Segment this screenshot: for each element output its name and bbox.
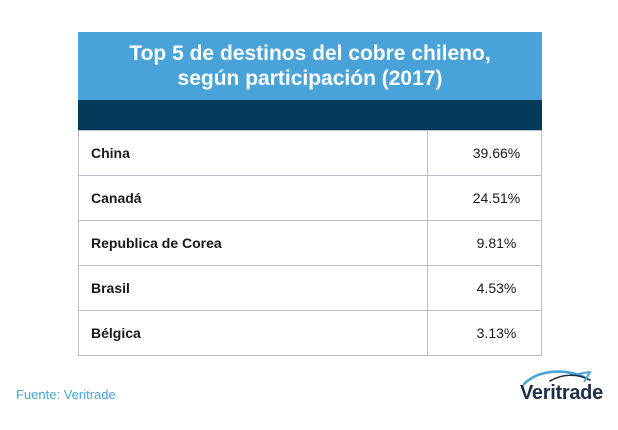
table-row: Republica de Corea 9.81% xyxy=(78,220,542,266)
title-line-2: según participación (2017) xyxy=(177,67,443,90)
header-band xyxy=(78,100,542,130)
table-row: Canadá 24.51% xyxy=(78,175,542,221)
title-band: Top 5 de destinos del cobre chileno, seg… xyxy=(78,32,542,100)
value-cell: 24.51% xyxy=(427,175,542,221)
value-cell: 4.53% xyxy=(427,265,542,311)
country-cell: Brasil xyxy=(78,265,428,311)
table-row: Brasil 4.53% xyxy=(78,265,542,311)
table-row: China 39.66% xyxy=(78,130,542,176)
country-cell: Republica de Corea xyxy=(78,220,428,266)
table-card: Top 5 de destinos del cobre chileno, seg… xyxy=(78,32,542,356)
value-cell: 9.81% xyxy=(427,220,542,266)
logo-swoosh-icon xyxy=(522,370,591,386)
country-cell: Canadá xyxy=(78,175,428,221)
logo-text: Veritrade xyxy=(520,382,603,404)
source-note: Fuente: Veritrade xyxy=(16,387,116,402)
data-table: China 39.66% Canadá 24.51% Republica de … xyxy=(78,130,542,356)
value-cell: 3.13% xyxy=(427,310,542,356)
country-cell: China xyxy=(78,130,428,176)
table-row: Bélgica 3.13% xyxy=(78,310,542,356)
value-cell: 39.66% xyxy=(427,130,542,176)
country-cell: Bélgica xyxy=(78,310,428,356)
veritrade-logo: Veritrade xyxy=(520,368,604,408)
title-line-1: Top 5 de destinos del cobre chileno, xyxy=(129,42,491,65)
